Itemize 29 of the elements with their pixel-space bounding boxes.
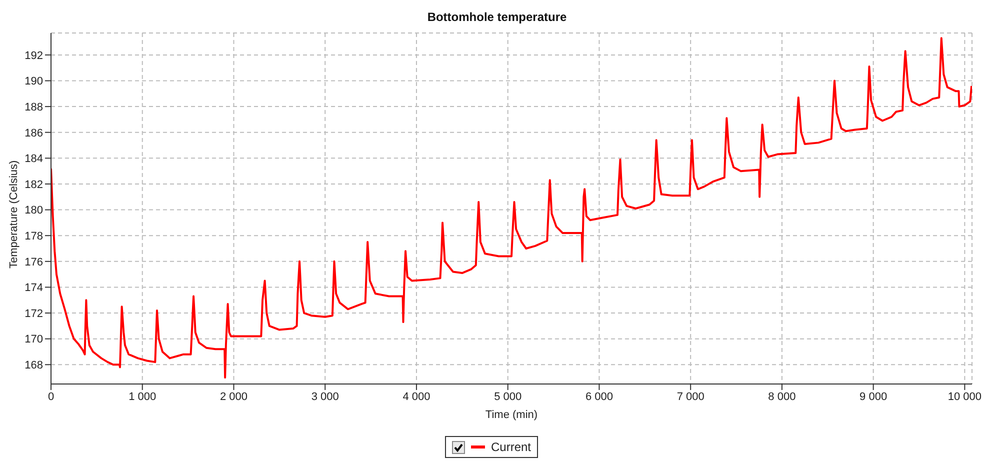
chart-title: Bottomhole temperature — [426, 9, 568, 26]
x-tick-label: 3 000 — [311, 390, 339, 403]
x-tick-label: 7 000 — [676, 390, 704, 403]
y-tick-label: 174 — [24, 282, 43, 294]
y-tick-label: 178 — [24, 230, 43, 243]
y-tick-label: 182 — [24, 178, 43, 191]
y-tick-label: 190 — [24, 76, 43, 88]
y-tick-label: 192 — [24, 50, 43, 62]
y-tick-label: 176 — [24, 256, 43, 268]
x-tick-label: 6 000 — [585, 390, 613, 403]
y-tick-label: 168 — [24, 360, 43, 372]
y-tick-label: 184 — [24, 153, 43, 166]
y-tick-label: 188 — [24, 101, 43, 114]
line-series — [51, 37, 972, 379]
x-tick-label: 5 000 — [494, 390, 522, 403]
x-tick-label: 1 000 — [128, 390, 156, 403]
x-axis-title: Time (min) — [485, 409, 538, 421]
y-tick-label: 170 — [24, 334, 43, 346]
x-tick-label: 4 000 — [402, 390, 430, 403]
x-tick-label: 9 000 — [860, 390, 888, 403]
x-tick-label: 10 000 — [948, 390, 982, 403]
x-tick-label: 2 000 — [220, 390, 248, 403]
x-tick-label: 8 000 — [768, 390, 796, 403]
y-tick-label: 172 — [24, 308, 43, 320]
legend-label: Current — [490, 440, 531, 454]
y-axis-title: Temperature (Celsius) — [8, 160, 20, 268]
x-tick-label: 0 — [48, 390, 54, 403]
y-tick-label: 186 — [24, 127, 43, 140]
y-tick-label: 180 — [24, 204, 43, 217]
